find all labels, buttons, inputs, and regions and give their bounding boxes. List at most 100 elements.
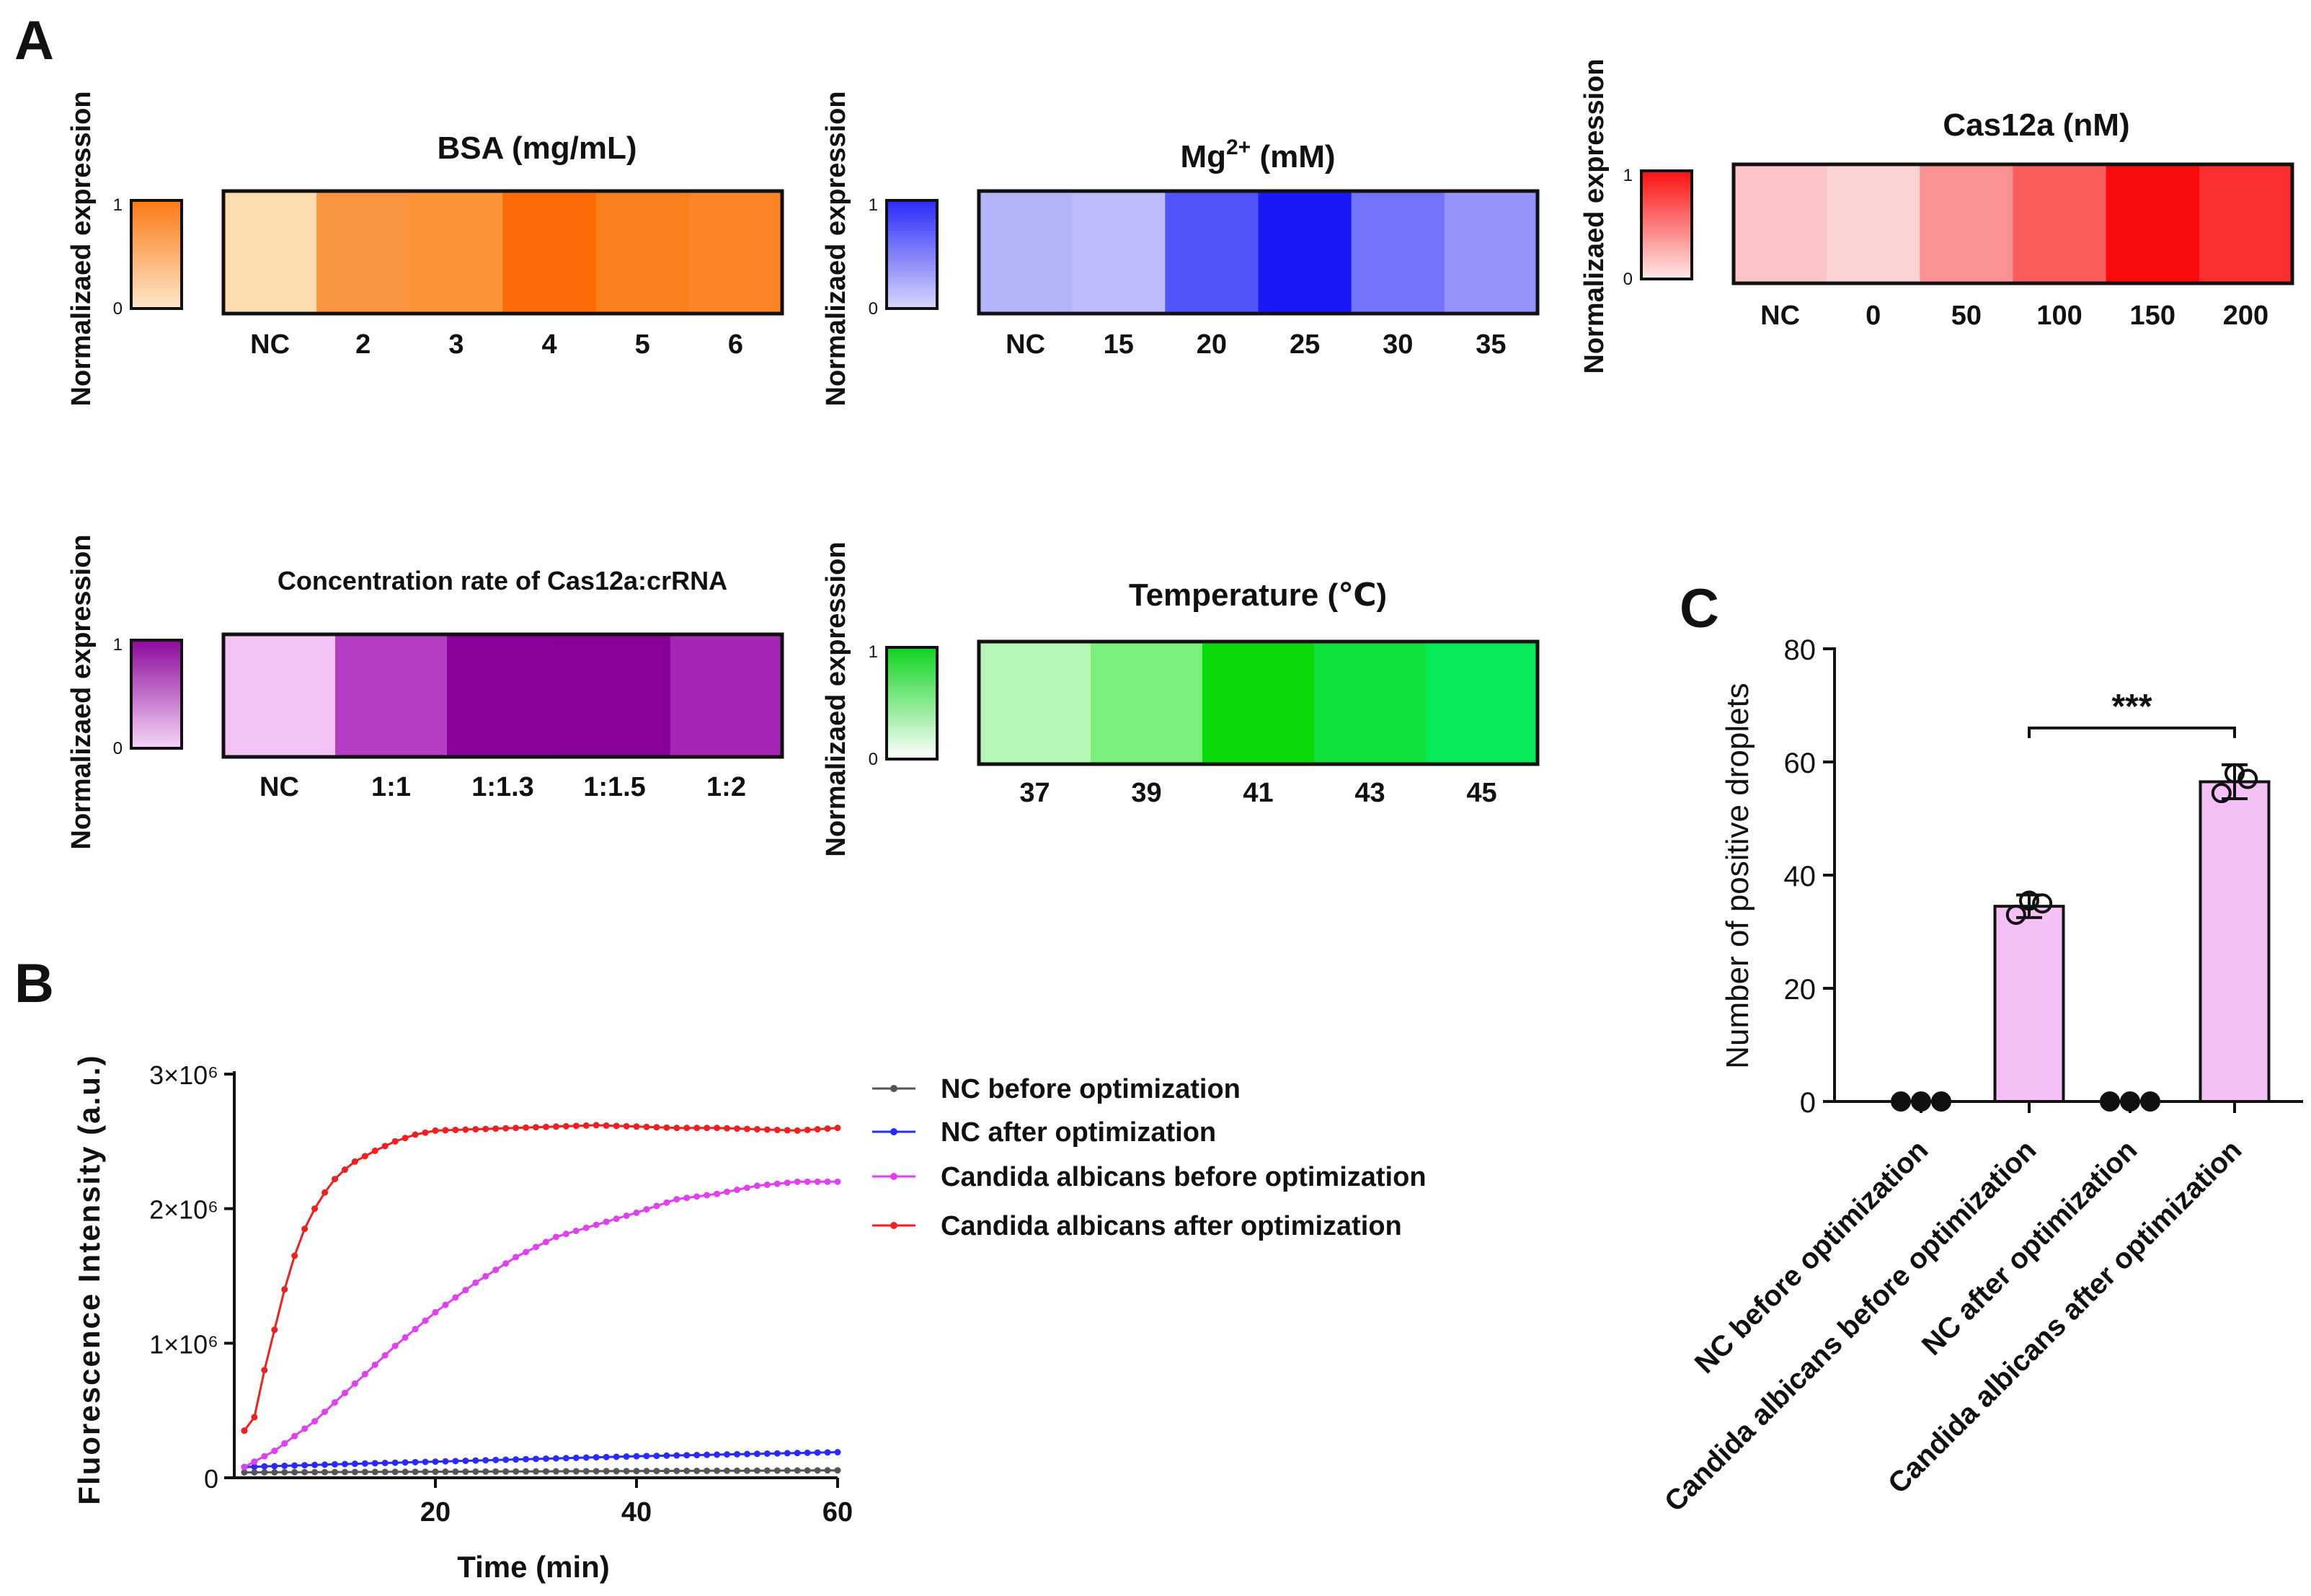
heatmap-cell-ratio-0: [223, 634, 336, 757]
legend-entry-3: Candida albicans after optimization: [872, 1211, 1402, 1241]
heatmap-frame-mg: [977, 189, 1540, 316]
category-label: NC: [1760, 301, 1800, 331]
series-point: [683, 1452, 691, 1459]
colorbar-axis-label: Normalizaed expression: [821, 541, 851, 856]
series-point: [311, 1418, 319, 1425]
series-point: [271, 1468, 278, 1476]
legend-entry-0: NC before optimization: [872, 1074, 1241, 1104]
heatmap-cell-mg-0: [979, 191, 1073, 314]
heatmap-title: Temperature (℃): [1129, 577, 1387, 613]
category-label: 200: [2223, 301, 2268, 331]
series-line: [243, 1124, 838, 1432]
series-point: [251, 1468, 258, 1476]
series-point: [613, 1122, 620, 1130]
series-point: [251, 1414, 258, 1421]
series-point: [704, 1125, 711, 1132]
series-point: [824, 1125, 831, 1132]
series-point: [311, 1468, 319, 1476]
series-point: [572, 1454, 580, 1461]
series-point: [593, 1468, 600, 1475]
series-point: [724, 1451, 731, 1458]
series-point: [834, 1178, 841, 1185]
series-point: [804, 1467, 811, 1474]
series-point: [572, 1468, 580, 1475]
heatmap-temperature: 1 0 Normalizaed expression 37 39 41 43 45 Temper…: [821, 541, 1540, 857]
panel-label-b: B: [14, 953, 54, 1014]
series-point: [643, 1468, 650, 1475]
colorbar-tick-1: 1: [113, 635, 123, 655]
series-point: [533, 1124, 539, 1131]
series-point: [472, 1468, 479, 1475]
series-point: [513, 1456, 520, 1463]
heatmap-cell-bsa-3: [502, 191, 597, 314]
series-point: [442, 1127, 449, 1134]
legend-marker: [890, 1085, 897, 1092]
category-label: 150: [2130, 301, 2175, 331]
y-tick-label: 20: [1784, 974, 1817, 1006]
series-point: [753, 1182, 760, 1189]
series-point: [472, 1126, 479, 1133]
series-point: [734, 1187, 740, 1194]
heatmap-cell-mg-5: [1444, 191, 1538, 314]
category-label: 2: [355, 329, 371, 360]
series-point: [251, 1458, 258, 1466]
series-point: [381, 1459, 389, 1466]
replicate-point: [1891, 1091, 1911, 1112]
series-point: [794, 1127, 801, 1134]
series-point: [442, 1301, 449, 1308]
series-point: [381, 1143, 389, 1150]
colorbar-mg: [885, 199, 939, 310]
series-point: [653, 1202, 660, 1210]
colorbar-tick-0: 0: [869, 750, 878, 769]
series-point: [824, 1178, 831, 1185]
series-point: [371, 1460, 378, 1467]
series-point: [704, 1467, 711, 1474]
series-point: [492, 1456, 500, 1463]
series-point: [472, 1279, 479, 1286]
series-point: [603, 1453, 610, 1460]
series-point: [613, 1215, 620, 1223]
heatmap-cell-bsa-2: [409, 191, 503, 314]
series-point: [794, 1467, 801, 1474]
heatmap-cell-cas12a-1: [1827, 164, 1920, 283]
series-point: [714, 1125, 721, 1132]
series-point: [412, 1131, 419, 1138]
series-point: [804, 1178, 811, 1185]
series-point: [391, 1342, 399, 1349]
series-point: [301, 1425, 309, 1432]
series-point: [562, 1231, 569, 1238]
series-point: [542, 1468, 549, 1475]
heatmap-cell-mg-4: [1351, 191, 1445, 314]
series-point: [361, 1460, 368, 1467]
series-1: [241, 1449, 841, 1471]
colorbar-tick-1: 1: [1623, 166, 1633, 185]
series-point: [361, 1153, 368, 1160]
series-point: [683, 1125, 691, 1132]
series-point: [442, 1468, 449, 1476]
series-point: [513, 1468, 520, 1475]
heatmap-cell-temp-0: [979, 642, 1091, 764]
heatmap-cell-temp-4: [1426, 642, 1538, 764]
series-point: [301, 1468, 309, 1476]
category-label: 3: [448, 329, 463, 360]
series-point: [714, 1467, 721, 1474]
series-point: [291, 1462, 298, 1469]
category-label: 6: [728, 329, 743, 360]
series-point: [241, 1427, 248, 1435]
series-point: [724, 1188, 731, 1195]
series-point: [552, 1233, 559, 1241]
series-point: [734, 1450, 740, 1458]
series-point: [663, 1124, 670, 1131]
title-main: Mg: [1180, 139, 1226, 174]
series-2: [241, 1178, 841, 1471]
series-point: [834, 1467, 841, 1474]
series-point: [321, 1468, 329, 1476]
series-point: [582, 1468, 590, 1475]
series-point: [784, 1127, 791, 1134]
series-point: [663, 1199, 670, 1206]
series-point: [542, 1238, 549, 1246]
series-point: [773, 1450, 781, 1457]
heatmap-cas12a: 1 0 Normalizaed expression NC 0 50 100 150 200 Ca…: [1579, 58, 2294, 374]
series-point: [773, 1467, 781, 1474]
